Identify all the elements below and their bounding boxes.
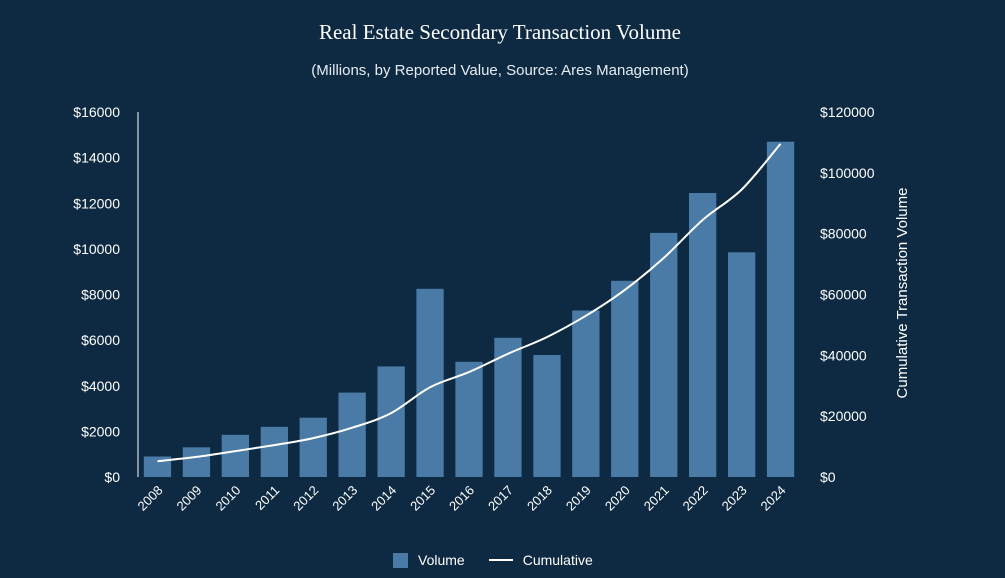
x-axis-ticks: 2008 2009 2010 2011 2012 2013 2014 2015 2016 2017… xyxy=(135,483,789,514)
right-tick-label: $60000 xyxy=(820,287,867,303)
left-tick-label: $8000 xyxy=(81,287,120,303)
bar-2014 xyxy=(377,366,405,477)
legend-item-volume: Volume xyxy=(393,552,465,568)
legend-swatch-cumulative xyxy=(488,559,513,561)
bar-2009 xyxy=(182,447,211,477)
x-tick-label: 2016 xyxy=(446,483,477,514)
x-tick-label: 2022 xyxy=(680,483,711,514)
legend-swatch-volume xyxy=(393,552,408,568)
left-tick-label: $6000 xyxy=(81,332,120,348)
bar-2021 xyxy=(650,232,678,477)
right-tick-label: $120000 xyxy=(820,104,875,120)
right-tick-label: $40000 xyxy=(820,347,867,363)
bar-2013 xyxy=(338,392,366,477)
chart-subtitle: (Millions, by Reported Value, Source: Ar… xyxy=(311,62,689,79)
left-tick-label: $14000 xyxy=(73,150,120,166)
left-axis-ticks: $0 $2000 $4000 $6000 $8000 $10000 $12000 $14000… xyxy=(73,104,120,485)
bar-2008 xyxy=(143,456,172,477)
x-tick-label: 2012 xyxy=(290,483,321,514)
right-tick-label: $100000 xyxy=(820,165,875,181)
right-tick-label: $20000 xyxy=(820,408,867,424)
bar-2018 xyxy=(533,355,561,477)
bar-2020 xyxy=(611,280,639,477)
right-tick-label: $80000 xyxy=(820,226,867,242)
x-tick-label: 2023 xyxy=(719,483,750,514)
bar-2024 xyxy=(766,141,795,477)
right-axis-ticks: $0 $20000 $40000 $60000 $80000 $100000 $120000 xyxy=(820,104,875,485)
legend-item-cumulative: Cumulative xyxy=(488,552,593,568)
bar-2023 xyxy=(728,252,756,477)
left-tick-label: $2000 xyxy=(81,423,120,439)
x-tick-label: 2014 xyxy=(368,483,399,514)
legend-label-cumulative: Cumulative xyxy=(522,552,593,568)
left-tick-label: $4000 xyxy=(81,378,120,394)
x-tick-label: 2018 xyxy=(524,483,555,514)
bar-2010 xyxy=(221,434,249,477)
left-tick-label: $10000 xyxy=(73,241,120,257)
chart-title: Real Estate Secondary Transaction Volume xyxy=(318,20,681,44)
left-tick-label: $0 xyxy=(104,469,120,485)
x-tick-label: 2017 xyxy=(485,483,516,514)
x-tick-label: 2008 xyxy=(135,483,166,514)
legend-label-volume: Volume xyxy=(418,552,465,568)
bar-2019 xyxy=(572,310,600,477)
x-tick-label: 2013 xyxy=(329,483,360,514)
x-tick-label: 2021 xyxy=(641,483,672,514)
bar-2022 xyxy=(689,193,717,477)
x-tick-label: 2010 xyxy=(212,483,243,514)
x-tick-label: 2009 xyxy=(173,483,204,514)
right-axis-label: Cumulative Transaction Volume xyxy=(894,188,911,399)
x-tick-label: 2020 xyxy=(602,483,633,514)
left-tick-label: $16000 xyxy=(73,104,120,120)
bar-2012 xyxy=(299,417,327,477)
bar-2016 xyxy=(455,361,483,477)
x-tick-label: 2015 xyxy=(407,483,438,514)
left-tick-label: $12000 xyxy=(73,195,120,211)
bar-2017 xyxy=(494,337,522,477)
x-tick-label: 2024 xyxy=(758,483,789,514)
bar-2011 xyxy=(260,426,288,477)
right-tick-label: $0 xyxy=(820,469,836,485)
legend: Volume Cumulative xyxy=(393,552,607,568)
volume-bars xyxy=(143,141,795,477)
cumulative-line xyxy=(157,143,782,463)
x-tick-label: 2011 xyxy=(252,483,282,513)
x-tick-label: 2019 xyxy=(563,483,594,514)
